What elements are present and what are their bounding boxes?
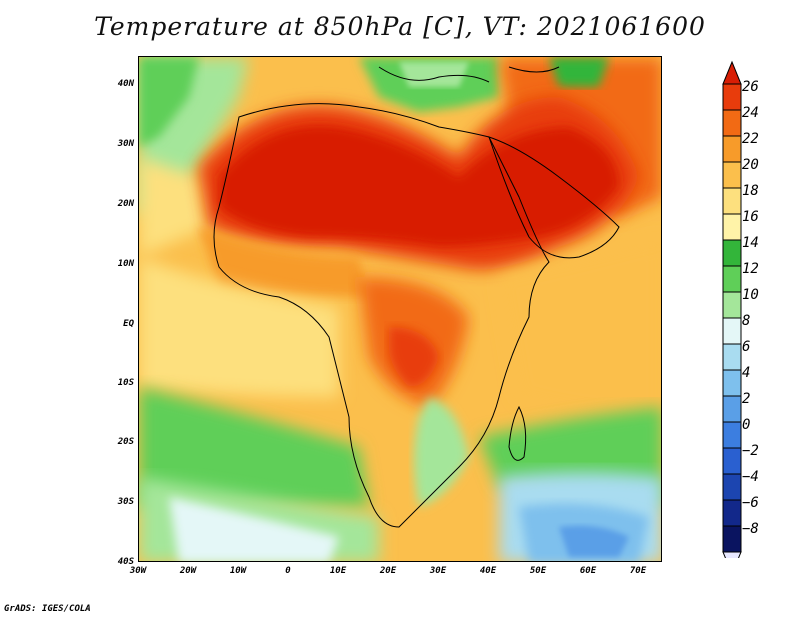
colorbar-label-26: 26: [742, 79, 759, 95]
colorbar-label-14: 14: [742, 235, 759, 251]
colorbar-box: [722, 525, 742, 553]
lon-label-50e: 50E: [529, 566, 547, 576]
colorbar-box: [722, 83, 742, 111]
colorbar-box: [722, 109, 742, 137]
lon-label-40e: 40E: [479, 566, 497, 576]
lon-label-30e: 30E: [429, 566, 447, 576]
colorbar-box: [722, 213, 742, 241]
colorbar-box: [722, 499, 742, 527]
colorbar-label-22: 22: [742, 131, 759, 147]
colorbar-label-18: 18: [742, 183, 759, 199]
lat-label-20s: 20S: [117, 437, 134, 447]
colorbar-box: [722, 369, 742, 397]
lon-label-10e: 10E: [329, 566, 347, 576]
lat-label-40n: 40N: [117, 79, 134, 89]
colorbar-label-neg6: −6: [742, 495, 759, 511]
map-panel: [138, 56, 662, 562]
colorbar-label-8: 8: [742, 313, 751, 329]
lat-label-30n: 30N: [117, 139, 134, 149]
colorbar-box: [722, 421, 742, 449]
lon-label-60e: 60E: [579, 566, 597, 576]
colorbar-label-neg4: −4: [742, 469, 759, 485]
lon-label-0: 0: [285, 566, 291, 576]
lat-label-10s: 10S: [117, 378, 134, 388]
lon-label-70e: 70E: [629, 566, 647, 576]
lat-label-10n: 10N: [117, 259, 134, 269]
colorbar-label-4: 4: [742, 365, 751, 381]
lon-label-20w: 20W: [179, 566, 197, 576]
lat-label-eq: EQ: [123, 319, 134, 329]
colorbar-box: [722, 291, 742, 319]
footer-credit: GrADS: IGES/COLA: [4, 604, 91, 614]
colorbar-label-2: 2: [742, 391, 751, 407]
lon-label-10w: 10W: [229, 566, 247, 576]
lat-label-40s: 40S: [117, 557, 134, 567]
colorbar-label-16: 16: [742, 209, 759, 225]
colorbar-label-6: 6: [742, 339, 751, 355]
colorbar-label-neg2: −2: [742, 443, 759, 459]
chart-title: Temperature at 850hPa [C], VT: 202106160…: [94, 12, 706, 41]
colorbar-box: [722, 447, 742, 475]
temperature-field: [139, 57, 661, 561]
colorbar-box: [722, 473, 742, 501]
colorbar-box: [722, 239, 742, 267]
colorbar-label-0: 0: [742, 417, 751, 433]
colorbar-label-24: 24: [742, 105, 759, 121]
lat-label-20n: 20N: [117, 199, 134, 209]
colorbar-label-10: 10: [742, 287, 759, 303]
colorbar-box: [722, 135, 742, 163]
colorbar-top-arrow: [722, 60, 742, 85]
coastlines: [213, 66, 620, 528]
colorbar-box: [722, 317, 742, 345]
lon-label-20e: 20E: [379, 566, 397, 576]
lat-label-30s: 30S: [117, 497, 134, 507]
colorbar-box: [722, 395, 742, 423]
temperature-map: [139, 57, 661, 561]
colorbar-box: [722, 187, 742, 215]
colorbar-bottom-arrow: [722, 551, 742, 558]
colorbar-label-20: 20: [742, 157, 759, 173]
lon-label-30w: 30W: [129, 566, 147, 576]
colorbar: [722, 60, 742, 558]
colorbar-box: [722, 343, 742, 371]
colorbar-label-neg8: −8: [742, 521, 759, 537]
colorbar-box: [722, 265, 742, 293]
colorbar-box: [722, 161, 742, 189]
colorbar-label-12: 12: [742, 261, 759, 277]
